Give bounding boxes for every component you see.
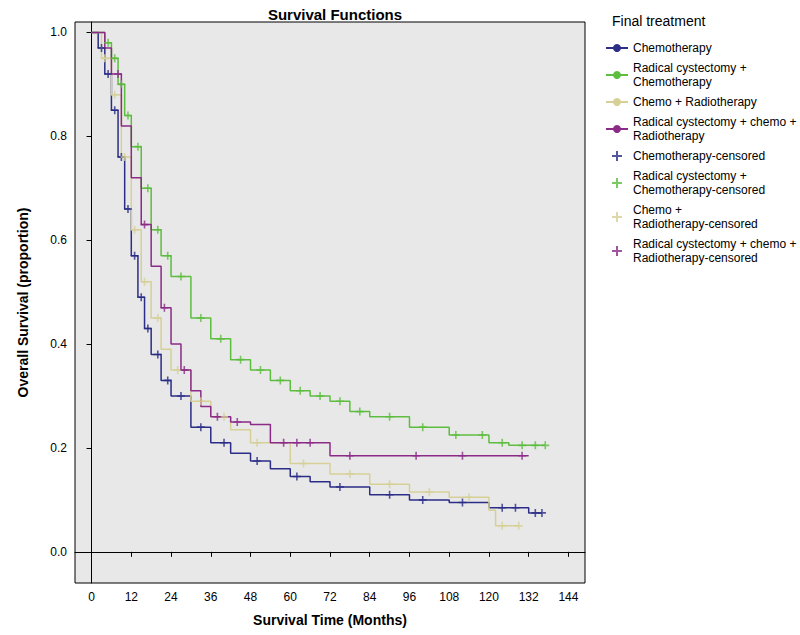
svg-text:Chemo +: Chemo + bbox=[633, 203, 685, 217]
svg-text:132: 132 bbox=[519, 590, 539, 604]
svg-text:Radiotherapy: Radiotherapy bbox=[633, 129, 704, 143]
svg-text:Radiotherapy-censored: Radiotherapy-censored bbox=[633, 217, 758, 231]
svg-text:60: 60 bbox=[284, 590, 298, 604]
svg-text:0.4: 0.4 bbox=[50, 337, 67, 351]
svg-text:0.2: 0.2 bbox=[50, 441, 67, 455]
svg-text:48: 48 bbox=[244, 590, 258, 604]
svg-text:Chemo + Radiotherapy: Chemo + Radiotherapy bbox=[633, 95, 757, 109]
svg-text:Chemotherapy-censored: Chemotherapy-censored bbox=[633, 183, 765, 197]
svg-text:0.0: 0.0 bbox=[50, 545, 67, 559]
svg-text:Overall Survival (proportion): Overall Survival (proportion) bbox=[15, 208, 31, 398]
svg-text:Survival Functions: Survival Functions bbox=[268, 6, 402, 23]
svg-text:Final treatment: Final treatment bbox=[612, 13, 705, 29]
svg-text:0.8: 0.8 bbox=[50, 129, 67, 143]
svg-text:0.6: 0.6 bbox=[50, 233, 67, 247]
svg-text:1.0: 1.0 bbox=[50, 25, 67, 39]
svg-text:0: 0 bbox=[88, 590, 95, 604]
svg-text:84: 84 bbox=[363, 590, 377, 604]
svg-text:Radical cystectomy + chemo +: Radical cystectomy + chemo + bbox=[633, 115, 800, 129]
svg-text:Survival Time (Months): Survival Time (Months) bbox=[253, 612, 407, 628]
svg-text:96: 96 bbox=[403, 590, 417, 604]
svg-text:120: 120 bbox=[479, 590, 499, 604]
svg-text:Radical cystectomy +: Radical cystectomy + bbox=[633, 61, 750, 75]
svg-text:Chemotherapy: Chemotherapy bbox=[633, 75, 712, 89]
svg-text:72: 72 bbox=[323, 590, 337, 604]
svg-text:Radical cystectomy +: Radical cystectomy + bbox=[633, 169, 750, 183]
svg-text:Radiotherapy-censored: Radiotherapy-censored bbox=[633, 251, 758, 265]
svg-text:144: 144 bbox=[558, 590, 578, 604]
svg-text:Chemotherapy: Chemotherapy bbox=[633, 41, 712, 55]
svg-text:12: 12 bbox=[125, 590, 139, 604]
svg-text:24: 24 bbox=[164, 590, 178, 604]
svg-text:Chemotherapy-censored: Chemotherapy-censored bbox=[633, 149, 765, 163]
svg-text:Radical cystectomy + chemo +: Radical cystectomy + chemo + bbox=[633, 237, 800, 251]
svg-text:108: 108 bbox=[439, 590, 459, 604]
svg-text:36: 36 bbox=[204, 590, 218, 604]
